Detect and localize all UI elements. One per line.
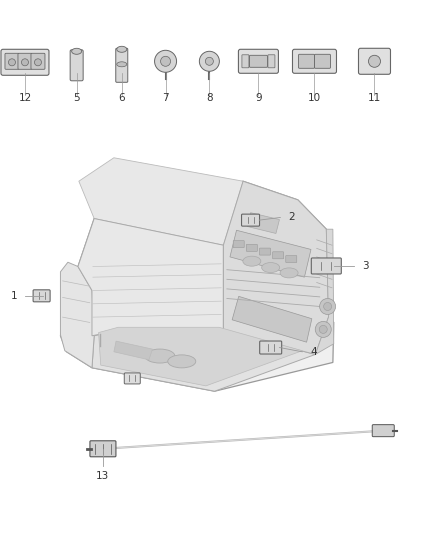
Polygon shape [78,219,223,336]
Circle shape [21,59,28,66]
Text: 3: 3 [362,261,368,271]
FancyBboxPatch shape [233,240,244,248]
FancyBboxPatch shape [298,54,314,68]
FancyBboxPatch shape [18,53,32,69]
FancyBboxPatch shape [70,50,83,81]
FancyBboxPatch shape [238,49,279,74]
Circle shape [205,57,213,66]
Circle shape [161,56,170,66]
Polygon shape [315,229,334,354]
FancyBboxPatch shape [272,252,284,259]
FancyBboxPatch shape [268,55,275,68]
FancyBboxPatch shape [31,53,45,69]
FancyBboxPatch shape [372,425,394,437]
Text: 4: 4 [310,347,317,357]
Circle shape [324,302,332,311]
Polygon shape [223,181,328,354]
FancyBboxPatch shape [242,55,249,68]
Ellipse shape [72,49,81,54]
FancyBboxPatch shape [33,290,50,302]
Polygon shape [92,330,315,391]
Text: 5: 5 [73,93,80,103]
Text: 8: 8 [206,93,213,103]
Ellipse shape [168,355,196,368]
Polygon shape [230,230,311,277]
FancyBboxPatch shape [259,248,271,255]
FancyBboxPatch shape [358,49,391,74]
FancyBboxPatch shape [241,214,260,226]
Text: 2: 2 [288,213,295,222]
FancyBboxPatch shape [314,54,331,68]
Text: 7: 7 [162,93,169,103]
FancyBboxPatch shape [116,49,128,82]
Polygon shape [99,327,302,386]
FancyBboxPatch shape [1,49,49,75]
Polygon shape [60,262,94,368]
FancyBboxPatch shape [90,441,116,457]
Text: 9: 9 [255,93,262,103]
Circle shape [199,51,219,71]
Polygon shape [79,158,243,245]
Circle shape [368,55,381,67]
FancyBboxPatch shape [124,373,140,384]
Ellipse shape [243,256,261,266]
Circle shape [315,321,331,337]
FancyBboxPatch shape [286,255,297,263]
Circle shape [320,298,336,314]
Text: 11: 11 [368,93,381,103]
Ellipse shape [261,263,280,272]
Polygon shape [232,296,312,342]
Polygon shape [114,341,152,360]
Circle shape [319,325,327,334]
Text: 6: 6 [118,93,125,103]
Polygon shape [60,181,334,391]
Polygon shape [247,213,279,233]
Text: 12: 12 [18,93,32,103]
Ellipse shape [280,268,298,278]
FancyBboxPatch shape [246,244,258,252]
Ellipse shape [117,62,127,67]
FancyBboxPatch shape [260,341,282,354]
Ellipse shape [145,349,175,363]
FancyBboxPatch shape [249,55,268,67]
Circle shape [155,50,177,72]
Circle shape [35,59,42,66]
Ellipse shape [117,46,127,52]
Text: 13: 13 [96,471,110,481]
Text: 10: 10 [308,93,321,103]
Circle shape [8,59,15,66]
Text: 1: 1 [11,291,18,301]
FancyBboxPatch shape [311,258,341,274]
FancyBboxPatch shape [293,49,336,74]
FancyBboxPatch shape [5,53,19,69]
